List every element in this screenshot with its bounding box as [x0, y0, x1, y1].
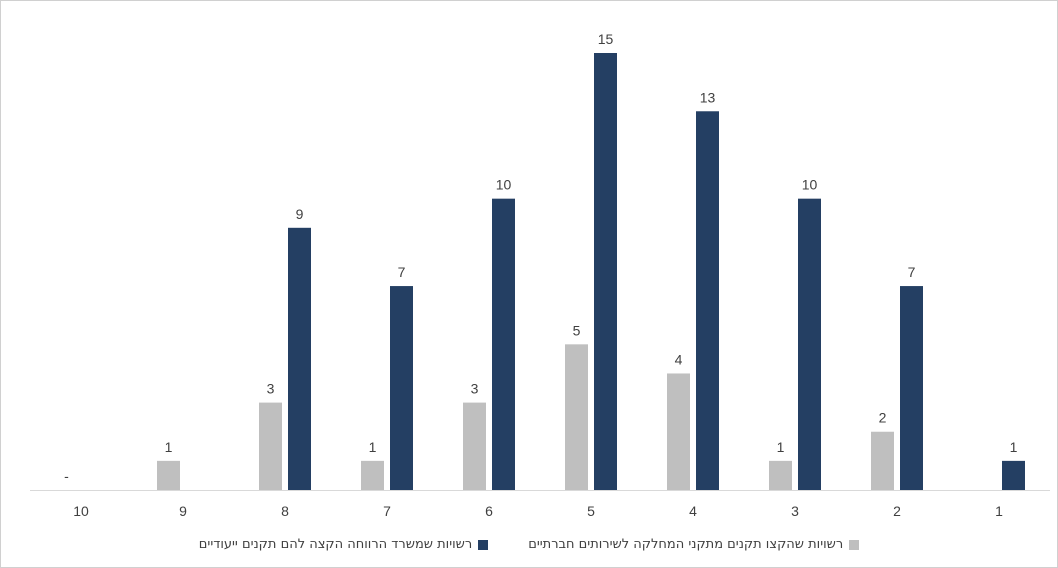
data-label-gray-7: 1 [369, 439, 377, 455]
legend: רשויות שהקצו תקנים מתקני המחלקה לשירותים… [0, 537, 1058, 552]
data-label-navy-1: 1 [1010, 439, 1018, 455]
x-tick-label-9: 9 [179, 503, 187, 519]
x-tick-label-5: 5 [587, 503, 595, 519]
bar-gray-6 [463, 402, 486, 490]
data-label-gray-9: 1 [165, 439, 173, 455]
bars-group [157, 53, 1025, 491]
data-label-navy-5: 15 [598, 31, 614, 47]
data-label-gray-3: 1 [777, 439, 785, 455]
bar-navy-7 [390, 286, 413, 490]
bar-navy-5 [594, 53, 617, 490]
x-tick-label-2: 2 [893, 503, 901, 519]
bar-navy-6 [492, 198, 515, 490]
x-ticks-group: 10 9 8 7 6 5 4 3 2 1 [73, 503, 1003, 519]
bar-gray-9 [157, 460, 180, 490]
x-tick-label-6: 6 [485, 503, 493, 519]
legend-swatch-navy [478, 539, 489, 550]
data-label-gray-4: 4 [675, 351, 683, 367]
x-tick-label-8: 8 [281, 503, 289, 519]
bar-navy-3 [798, 198, 821, 490]
bar-gray-4 [667, 373, 690, 490]
data-label-gray-2: 2 [879, 410, 887, 426]
legend-label-navy: רשויות שמשרד הרווחה הקצה להם תקנים ייעוד… [198, 537, 473, 552]
legend-item-gray: רשויות שהקצו תקנים מתקני המחלקה לשירותים… [528, 537, 860, 552]
data-label-navy-4: 13 [700, 89, 716, 105]
data-label-navy-2: 7 [908, 264, 916, 280]
data-label-gray-5: 5 [573, 322, 581, 338]
data-label-navy-8: 9 [296, 206, 304, 222]
x-tick-label-1: 1 [995, 503, 1003, 519]
legend-label-gray: רשויות שהקצו תקנים מתקני המחלקה לשירותים… [528, 537, 844, 552]
x-tick-label-3: 3 [791, 503, 799, 519]
data-label-navy-3: 10 [802, 177, 818, 193]
bar-navy-4 [696, 111, 719, 491]
x-tick-label-4: 4 [689, 503, 697, 519]
bar-gray-3 [769, 460, 792, 490]
bar-gray-8 [259, 402, 282, 490]
bar-navy-1 [1002, 460, 1025, 490]
data-label-gray-10: - [64, 468, 69, 484]
x-tick-label-7: 7 [383, 503, 391, 519]
bar-gray-5 [565, 344, 588, 490]
legend-item-navy: רשויות שמשרד הרווחה הקצה להם תקנים ייעוד… [198, 537, 489, 552]
bar-navy-2 [900, 286, 923, 490]
x-tick-label-10: 10 [73, 503, 89, 519]
data-label-navy-7: 7 [398, 264, 406, 280]
bar-gray-2 [871, 431, 894, 490]
data-label-navy-6: 10 [496, 177, 512, 193]
bar-gray-7 [361, 460, 384, 490]
data-label-gray-6: 3 [471, 381, 479, 397]
bar-navy-8 [288, 227, 311, 491]
data-label-gray-8: 3 [267, 381, 275, 397]
legend-swatch-gray [849, 539, 860, 550]
